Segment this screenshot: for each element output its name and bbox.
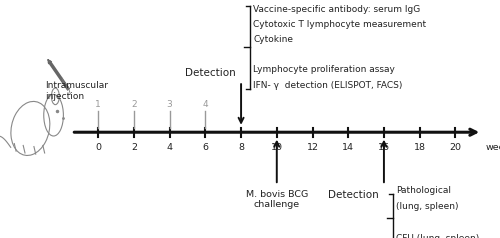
- Text: IFN- γ  detection (ELISPOT, FACS): IFN- γ detection (ELISPOT, FACS): [253, 80, 402, 89]
- Text: Detection: Detection: [328, 190, 378, 200]
- Text: Vaccine-specific antibody: serum IgG: Vaccine-specific antibody: serum IgG: [253, 5, 420, 14]
- Text: 4: 4: [166, 143, 172, 152]
- Text: 6: 6: [202, 143, 208, 152]
- Text: 2: 2: [131, 143, 137, 152]
- Text: 20: 20: [450, 143, 462, 152]
- Text: Cytokine: Cytokine: [253, 35, 293, 44]
- Text: 3: 3: [167, 100, 172, 109]
- Text: 18: 18: [414, 143, 426, 152]
- Text: Detection: Detection: [185, 68, 236, 78]
- Text: 10: 10: [271, 143, 283, 152]
- Text: 16: 16: [378, 143, 390, 152]
- Text: weeks: weeks: [486, 143, 500, 152]
- Text: 1: 1: [96, 100, 101, 109]
- Text: M. bovis BCG
challenge: M. bovis BCG challenge: [246, 190, 308, 209]
- Text: 8: 8: [238, 143, 244, 152]
- Text: 14: 14: [342, 143, 354, 152]
- Text: Cytotoxic T lymphocyte measurement: Cytotoxic T lymphocyte measurement: [253, 20, 426, 29]
- Text: 2: 2: [131, 100, 136, 109]
- Text: 12: 12: [306, 143, 318, 152]
- Text: Lymphocyte proliferation assay: Lymphocyte proliferation assay: [253, 65, 395, 74]
- Text: Intramuscular
injection: Intramuscular injection: [44, 81, 108, 101]
- Text: CFU (lung, spleen): CFU (lung, spleen): [396, 234, 479, 238]
- Text: Pathological: Pathological: [396, 186, 451, 195]
- Text: 0: 0: [95, 143, 101, 152]
- Text: 4: 4: [202, 100, 208, 109]
- Text: (lung, spleen): (lung, spleen): [396, 202, 458, 211]
